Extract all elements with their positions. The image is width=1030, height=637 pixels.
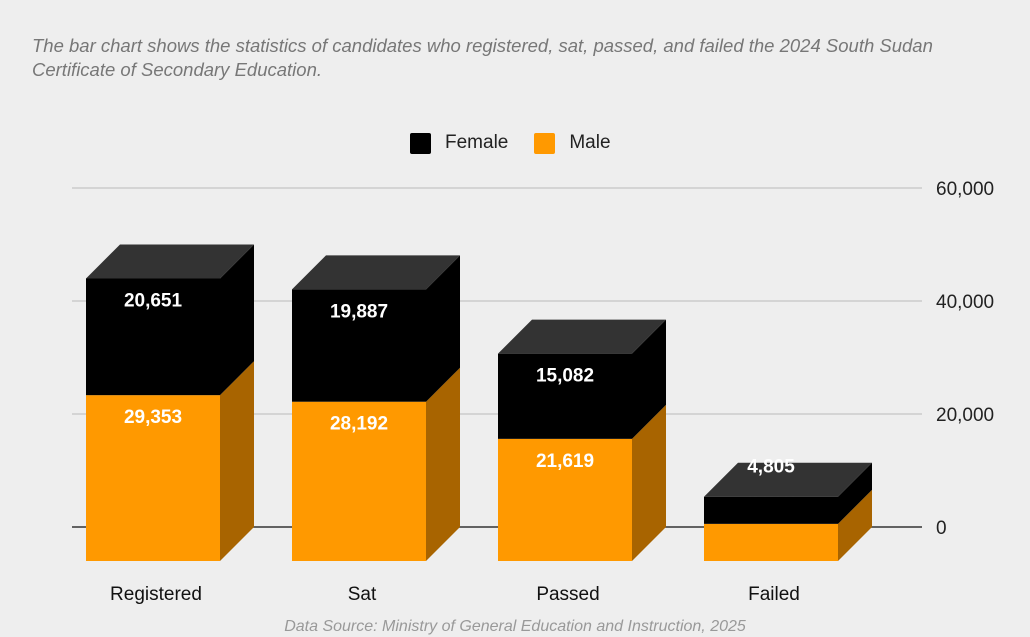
x-tick-label: Passed bbox=[536, 584, 599, 605]
bar-male bbox=[292, 401, 426, 561]
bar-side-female bbox=[632, 319, 666, 439]
bar-side-male bbox=[426, 367, 460, 561]
data-source: Data Source: Ministry of General Educati… bbox=[284, 618, 746, 635]
bar-male bbox=[498, 438, 632, 561]
data-label: 20,651 bbox=[124, 290, 183, 311]
chart-subtitle: The bar chart shows the statistics of ca… bbox=[32, 35, 933, 80]
bar-female bbox=[292, 289, 426, 402]
data-label: 15,082 bbox=[536, 366, 594, 387]
bar-female bbox=[86, 278, 220, 396]
data-label: 29,353 bbox=[124, 407, 182, 428]
legend-item-male[interactable]: Male bbox=[534, 132, 611, 154]
bar-side-female bbox=[220, 244, 254, 396]
bar-female bbox=[498, 353, 632, 439]
y-tick-label: 20,000 bbox=[936, 405, 994, 426]
legend-label-female: Female bbox=[445, 132, 509, 153]
x-tick-label: Registered bbox=[110, 584, 202, 605]
bar-female bbox=[704, 496, 838, 524]
data-label: 21,619 bbox=[536, 451, 594, 472]
bar-male bbox=[86, 395, 220, 561]
bar-side-female bbox=[838, 462, 872, 524]
bar-top bbox=[292, 255, 460, 290]
legend-item-female[interactable]: Female bbox=[410, 132, 508, 154]
bar-side-male bbox=[632, 404, 666, 561]
bar-top bbox=[704, 462, 872, 497]
bar-male bbox=[704, 523, 838, 561]
y-tick-label: 60,000 bbox=[936, 179, 994, 200]
legend: Female Male bbox=[410, 132, 611, 154]
data-label: 19,887 bbox=[330, 301, 388, 322]
bar-top bbox=[86, 244, 254, 279]
bar-top bbox=[498, 319, 666, 354]
y-tick-label: 0 bbox=[936, 518, 947, 539]
bar-side-male bbox=[220, 361, 254, 561]
x-tick-label: Sat bbox=[348, 584, 377, 605]
data-label: 4,805 bbox=[747, 457, 795, 478]
legend-swatch-male bbox=[534, 132, 556, 154]
bar-side-female bbox=[426, 255, 460, 402]
y-tick-label: 40,000 bbox=[936, 292, 994, 313]
legend-label-male: Male bbox=[569, 132, 611, 153]
x-tick-label: Failed bbox=[748, 584, 800, 605]
data-label: 28,192 bbox=[330, 414, 388, 435]
legend-swatch-female bbox=[410, 132, 431, 154]
bar-side-male bbox=[838, 489, 872, 561]
